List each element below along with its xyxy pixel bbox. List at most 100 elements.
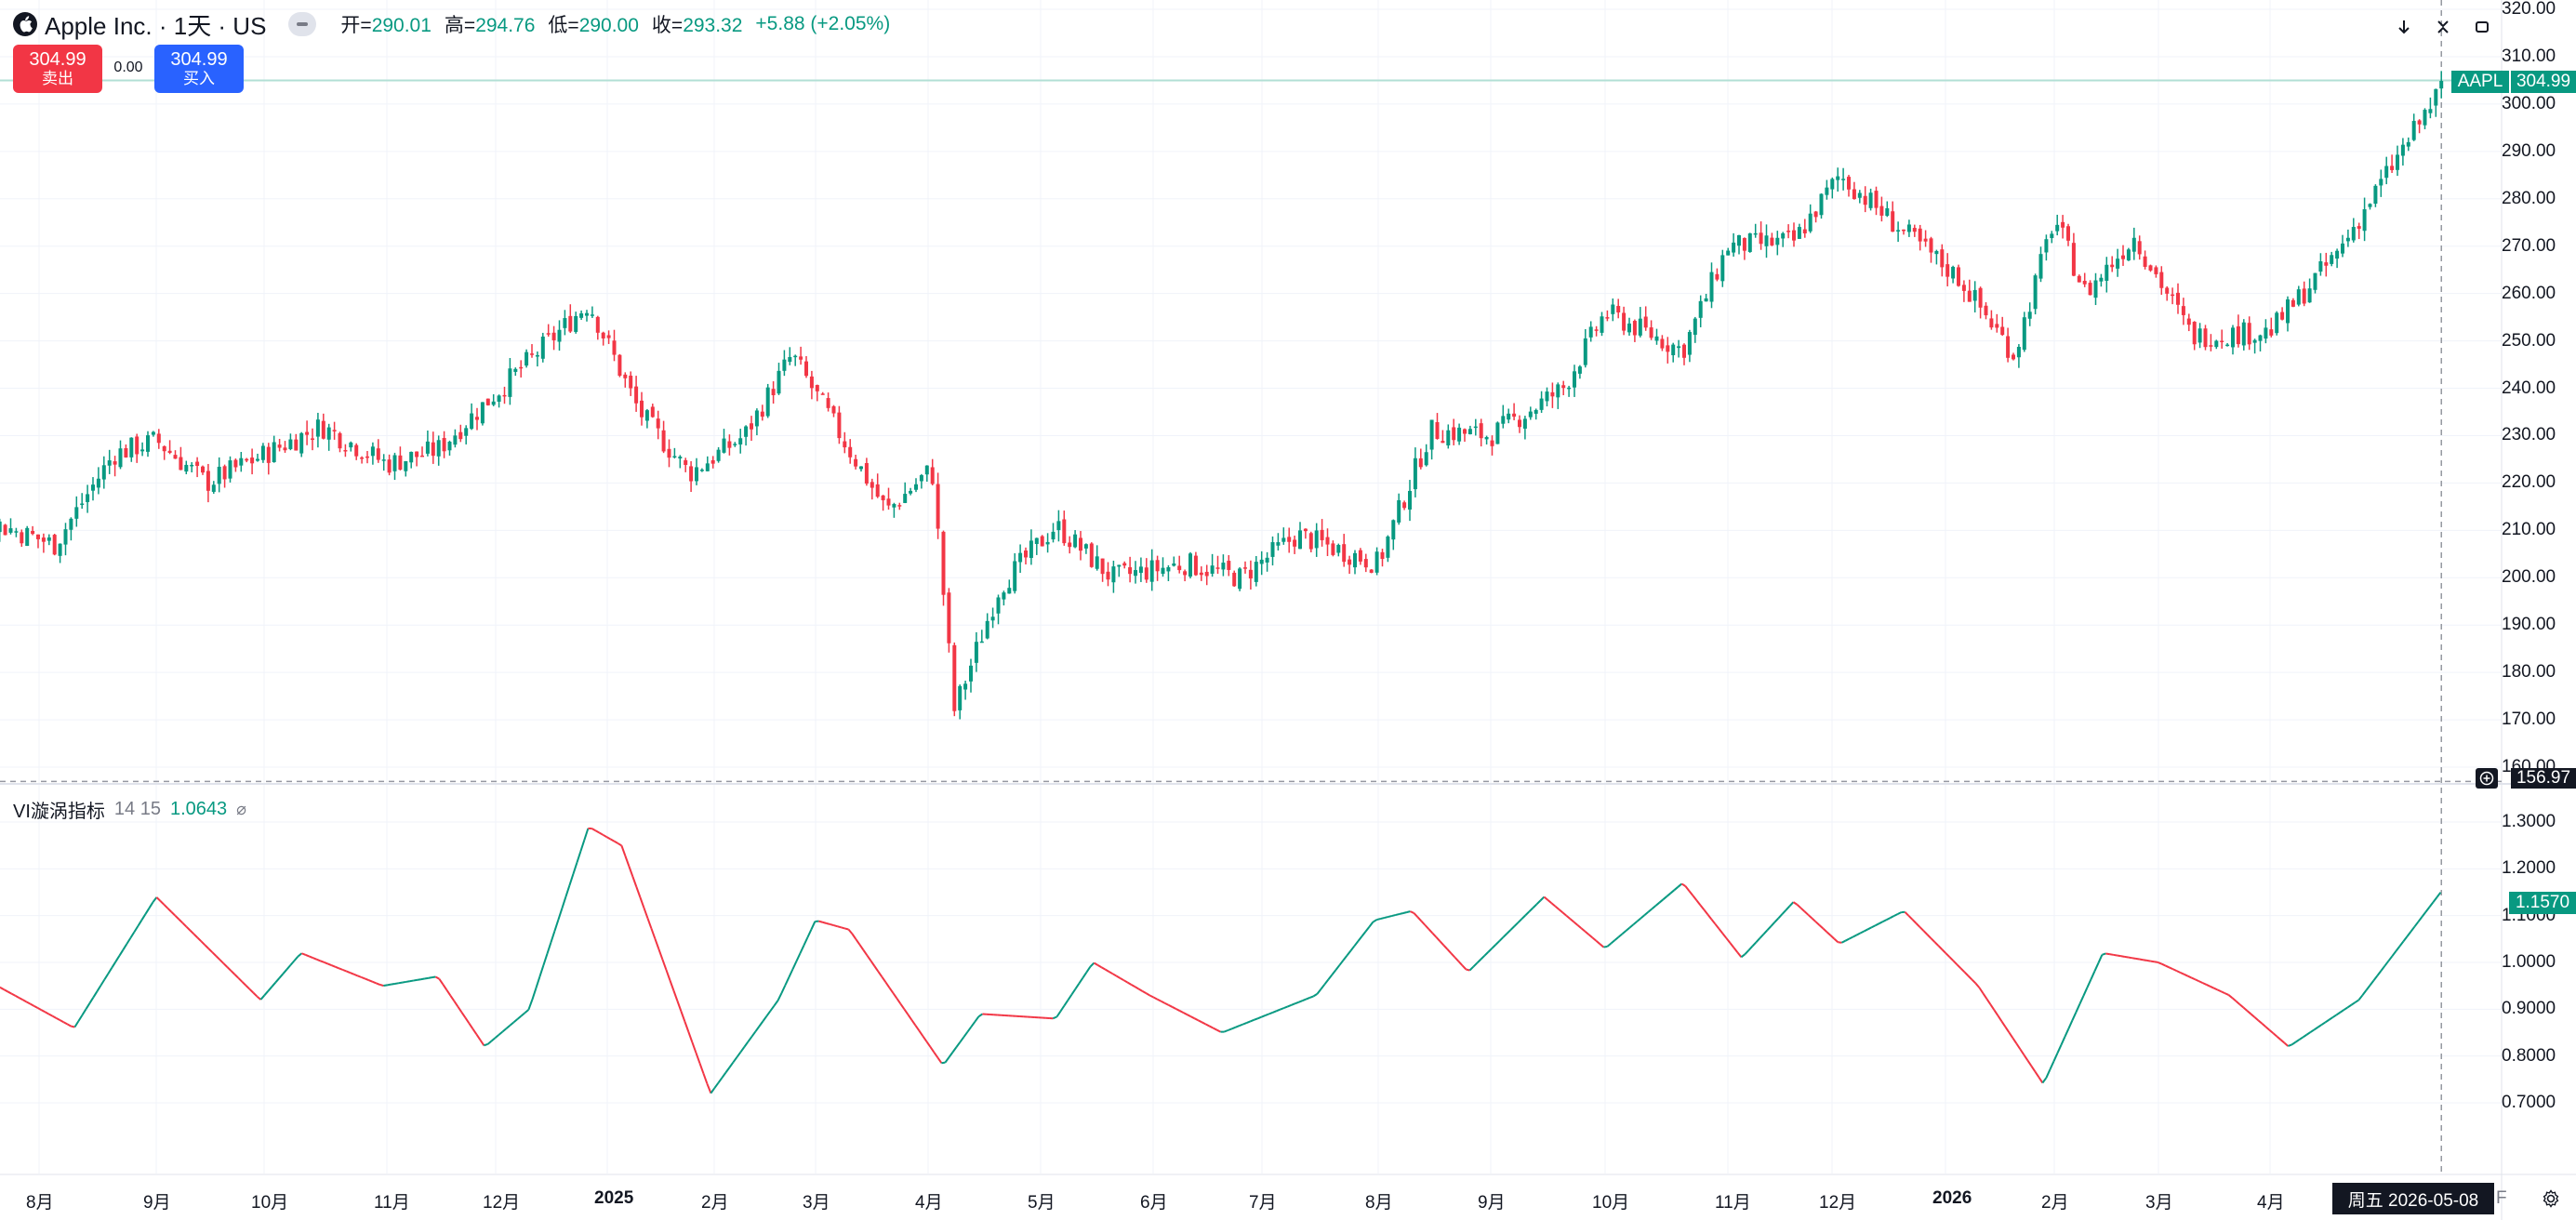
vi-line-segment (631, 876, 638, 888)
vi-line-segment (1866, 926, 1872, 931)
sell-button[interactable]: 304.99 卖出 (13, 45, 102, 93)
candle-body (1561, 385, 1566, 389)
vi-line-segment (248, 988, 255, 994)
indicator-legend[interactable]: VI漩涡指标 14 15 1.0643 ⌀ (13, 796, 246, 823)
vi-line-segment (1959, 967, 1966, 974)
candle-body (695, 467, 698, 482)
candle-body (1467, 429, 1472, 434)
collapse-pane-button[interactable] (2427, 11, 2459, 43)
vi-line-segment (2124, 955, 2129, 959)
vi-line-segment (806, 929, 813, 938)
candle-body (184, 464, 189, 472)
vi-line-segment (368, 979, 373, 983)
add-alert-icon[interactable] (2476, 768, 2498, 789)
candle-body (1693, 318, 1697, 336)
candle-body (1490, 440, 1494, 446)
vi-line-segment (1368, 921, 1374, 928)
candle-body (1418, 458, 1423, 468)
vi-line-segment (1729, 942, 1735, 948)
vi-line-segment (862, 949, 869, 956)
candle-body (1281, 537, 1286, 542)
candle-body (2192, 322, 2197, 345)
vi-line-segment (1617, 933, 1624, 938)
vi-line-segment (10, 992, 16, 997)
maximize-pane-button[interactable] (2466, 11, 2498, 43)
candle-body (260, 445, 265, 460)
vi-line-segment (282, 968, 288, 975)
vi-line-segment (222, 962, 229, 968)
vi-line-segment (841, 926, 845, 930)
vi-line-segment (1599, 943, 1605, 948)
settings-gear-icon[interactable] (2537, 1185, 2565, 1213)
vi-line-segment (1395, 913, 1400, 917)
candle-body (2411, 121, 2416, 140)
vi-line-segment (717, 1077, 724, 1084)
candle-body (1501, 416, 1506, 424)
vi-line-segment (468, 1022, 474, 1029)
vi-line-segment (59, 1019, 64, 1024)
vi-line-segment (826, 922, 830, 925)
vi-line-segment (2369, 979, 2375, 987)
candle-body (958, 685, 963, 710)
vi-line-segment (2305, 1031, 2311, 1036)
vi-line-segment (858, 944, 865, 951)
vi-line-segment (2026, 1059, 2033, 1067)
vi-line-segment (2117, 954, 2121, 958)
vi-line-segment (657, 948, 664, 961)
vi-line-segment (643, 907, 649, 919)
vi-line-segment (2179, 971, 2184, 975)
candle-body (228, 460, 232, 479)
candle-body (1320, 529, 1324, 540)
vi-line-segment (944, 1056, 950, 1064)
vi-line-segment (103, 973, 110, 980)
vi-line-segment (613, 840, 618, 844)
vi-line-segment (1439, 940, 1445, 947)
vi-line-segment (2391, 950, 2397, 957)
vi-line-segment (1323, 978, 1330, 986)
vi-line-segment (1985, 998, 1992, 1005)
candle-body (947, 592, 951, 643)
symbol-title[interactable]: Apple Inc. · 1天 · US (45, 11, 267, 40)
vi-line-segment (1997, 1014, 2003, 1022)
vi-line-segment (1535, 899, 1542, 906)
vi-line-segment (1186, 1014, 1191, 1018)
scroll-down-button[interactable] (2388, 11, 2420, 43)
candle-body (2368, 204, 2372, 207)
candle-body (376, 448, 380, 460)
vi-line-segment (1584, 930, 1590, 935)
candle-body (864, 463, 869, 484)
vi-line-segment (1662, 895, 1668, 901)
candle-body (305, 431, 310, 435)
candle-body (2093, 280, 2098, 298)
candle-body (52, 535, 57, 555)
vi-line-segment (769, 1005, 776, 1012)
vi-line-segment (959, 1036, 965, 1043)
vi-line-segment (2335, 1011, 2341, 1016)
ohlc-value: 290.01 (371, 15, 432, 36)
vi-line-segment (1349, 945, 1356, 952)
vi-line-segment (2097, 954, 2104, 964)
vi-line-segment (1435, 936, 1441, 942)
candle-body (46, 537, 51, 541)
candle-body (326, 427, 331, 440)
candle-body (969, 665, 973, 682)
vi-line-segment (1487, 948, 1494, 953)
candle-body (750, 423, 753, 430)
vi-line-segment (438, 978, 445, 986)
vi-line-segment (2120, 955, 2125, 958)
candle-body (689, 466, 694, 482)
indicator-axis-label: 1.3000 (2502, 812, 2556, 831)
candle-body (919, 474, 923, 482)
vi-line-segment (1848, 935, 1853, 940)
buy-button[interactable]: 304.99 买入 (154, 45, 244, 93)
collapse-legend-button[interactable] (288, 12, 317, 36)
vi-line-segment (122, 943, 128, 950)
hide-indicator-icon[interactable]: ⌀ (236, 800, 246, 818)
vi-line-segment (2272, 1032, 2278, 1038)
candle-body (2264, 327, 2268, 339)
vi-line-segment (2216, 988, 2222, 993)
vi-line-segment (702, 1072, 709, 1084)
vi-line-segment (1265, 1013, 1269, 1017)
vi-line-segment (676, 1001, 683, 1012)
